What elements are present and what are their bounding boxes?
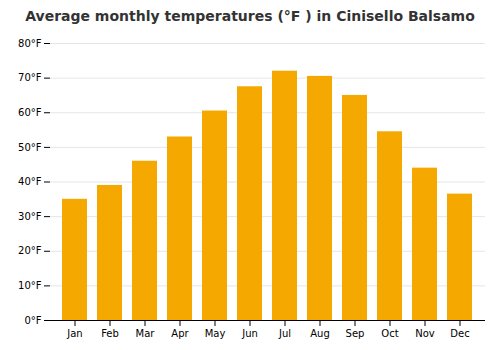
svg-text:Apr: Apr — [171, 328, 189, 339]
svg-text:20°F: 20°F — [18, 245, 42, 256]
svg-text:50°F: 50°F — [18, 142, 42, 153]
html-text:Average monthly temperatures (: Average monthly temperatures (°F ) in Ci… — [25, 8, 475, 24]
svg-text:Sep: Sep — [346, 328, 365, 339]
svg-text:30°F: 30°F — [18, 211, 42, 222]
svg-text:0°F: 0°F — [24, 315, 41, 326]
svg-text:Dec: Dec — [450, 328, 469, 339]
svg-text:Mar: Mar — [136, 328, 156, 339]
svg-text:40°F: 40°F — [18, 176, 42, 187]
svg-text:Jun: Jun — [241, 328, 258, 339]
svg-text:10°F: 10°F — [18, 280, 42, 291]
svg-text:Feb: Feb — [101, 328, 119, 339]
svg-text:Jan: Jan — [66, 328, 82, 339]
svg-text:Oct: Oct — [381, 328, 398, 339]
svg-text:Aug: Aug — [310, 328, 330, 339]
svg-text:80°F: 80°F — [18, 38, 42, 49]
svg-text:Nov: Nov — [415, 328, 435, 339]
svg-text:60°F: 60°F — [18, 107, 42, 118]
svg-text:May: May — [205, 328, 226, 339]
svg-text:Jul: Jul — [278, 328, 291, 339]
svg-text:70°F: 70°F — [18, 72, 42, 83]
